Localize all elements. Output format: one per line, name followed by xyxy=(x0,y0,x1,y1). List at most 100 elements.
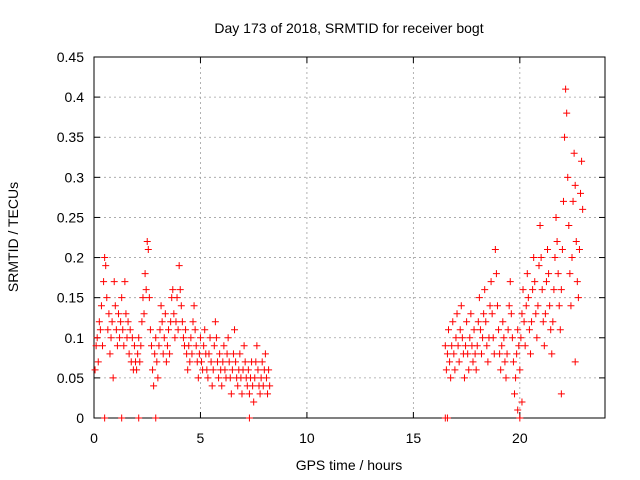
data-point xyxy=(195,350,203,358)
data-point xyxy=(487,278,495,286)
data-point xyxy=(206,334,214,342)
data-point xyxy=(107,334,115,342)
data-point xyxy=(244,366,252,374)
data-point xyxy=(456,326,464,334)
data-point xyxy=(162,358,170,366)
data-point xyxy=(128,334,136,342)
data-point xyxy=(245,414,253,422)
data-point xyxy=(557,286,565,294)
data-point xyxy=(149,366,157,374)
y-tick-label: 0.1 xyxy=(65,330,85,346)
data-point xyxy=(519,286,527,294)
grid xyxy=(94,57,605,418)
data-point xyxy=(574,294,582,302)
data-point xyxy=(452,334,460,342)
data-point xyxy=(492,270,500,278)
data-point xyxy=(251,374,259,382)
data-point xyxy=(489,334,497,342)
data-point xyxy=(467,310,475,318)
data-point xyxy=(552,213,560,221)
data-point xyxy=(155,342,163,350)
data-point xyxy=(540,342,548,350)
data-point xyxy=(474,318,482,326)
data-point xyxy=(171,334,179,342)
data-point xyxy=(240,342,248,350)
data-point xyxy=(571,358,579,366)
data-point xyxy=(145,294,153,302)
data-point xyxy=(517,334,525,342)
data-point xyxy=(569,197,577,205)
data-point xyxy=(460,374,468,382)
data-point xyxy=(479,334,487,342)
data-point xyxy=(561,133,569,141)
data-point xyxy=(446,358,454,366)
data-point xyxy=(192,342,200,350)
data-point xyxy=(575,246,583,254)
data-point xyxy=(531,278,539,286)
x-axis-label: GPS time / hours xyxy=(296,457,403,473)
data-point xyxy=(208,382,216,390)
data-point xyxy=(480,310,488,318)
data-point xyxy=(538,286,546,294)
data-point xyxy=(179,334,187,342)
data-point xyxy=(526,350,534,358)
data-point xyxy=(528,318,536,326)
data-point xyxy=(160,334,168,342)
data-point xyxy=(523,270,531,278)
data-point xyxy=(503,350,511,358)
data-point xyxy=(96,326,104,334)
data-point xyxy=(253,342,261,350)
data-point xyxy=(544,246,552,254)
data-point xyxy=(486,302,494,310)
data-point xyxy=(104,326,112,334)
data-point xyxy=(241,358,249,366)
y-tick-label: 0 xyxy=(76,410,84,426)
data-point xyxy=(530,254,538,262)
data-point xyxy=(483,342,491,350)
data-point xyxy=(138,318,146,326)
data-point xyxy=(159,350,167,358)
data-point xyxy=(536,221,544,229)
data-point xyxy=(450,350,458,358)
y-tick-label: 0.3 xyxy=(65,169,85,185)
data-point xyxy=(469,358,477,366)
data-point xyxy=(553,238,561,246)
data-point xyxy=(520,318,528,326)
data-point xyxy=(228,366,236,374)
data-point xyxy=(505,302,513,310)
data-point xyxy=(120,342,128,350)
data-point xyxy=(443,350,451,358)
data-point xyxy=(207,358,215,366)
data-point xyxy=(512,374,520,382)
data-point xyxy=(514,406,522,414)
data-point xyxy=(568,254,576,262)
data-point xyxy=(566,270,574,278)
data-point xyxy=(141,270,149,278)
data-point xyxy=(182,326,190,334)
data-point xyxy=(121,278,129,286)
data-point xyxy=(135,414,143,422)
data-point xyxy=(573,278,581,286)
data-point xyxy=(545,270,553,278)
data-point xyxy=(212,334,220,342)
x-tick-label: 10 xyxy=(299,430,315,446)
data-point xyxy=(476,326,484,334)
data-point xyxy=(442,366,450,374)
data-point xyxy=(224,334,232,342)
data-point xyxy=(507,310,515,318)
data-point xyxy=(114,310,122,318)
data-point xyxy=(506,278,514,286)
y-tick-label: 0.35 xyxy=(57,129,84,145)
data-point xyxy=(518,310,526,318)
data-point xyxy=(578,157,586,165)
data-point xyxy=(522,302,530,310)
data-point xyxy=(462,342,470,350)
data-point xyxy=(463,318,471,326)
data-point xyxy=(537,254,545,262)
data-point xyxy=(443,414,451,422)
data-point xyxy=(454,342,462,350)
data-point xyxy=(151,350,159,358)
data-point xyxy=(448,342,456,350)
data-point xyxy=(173,294,181,302)
